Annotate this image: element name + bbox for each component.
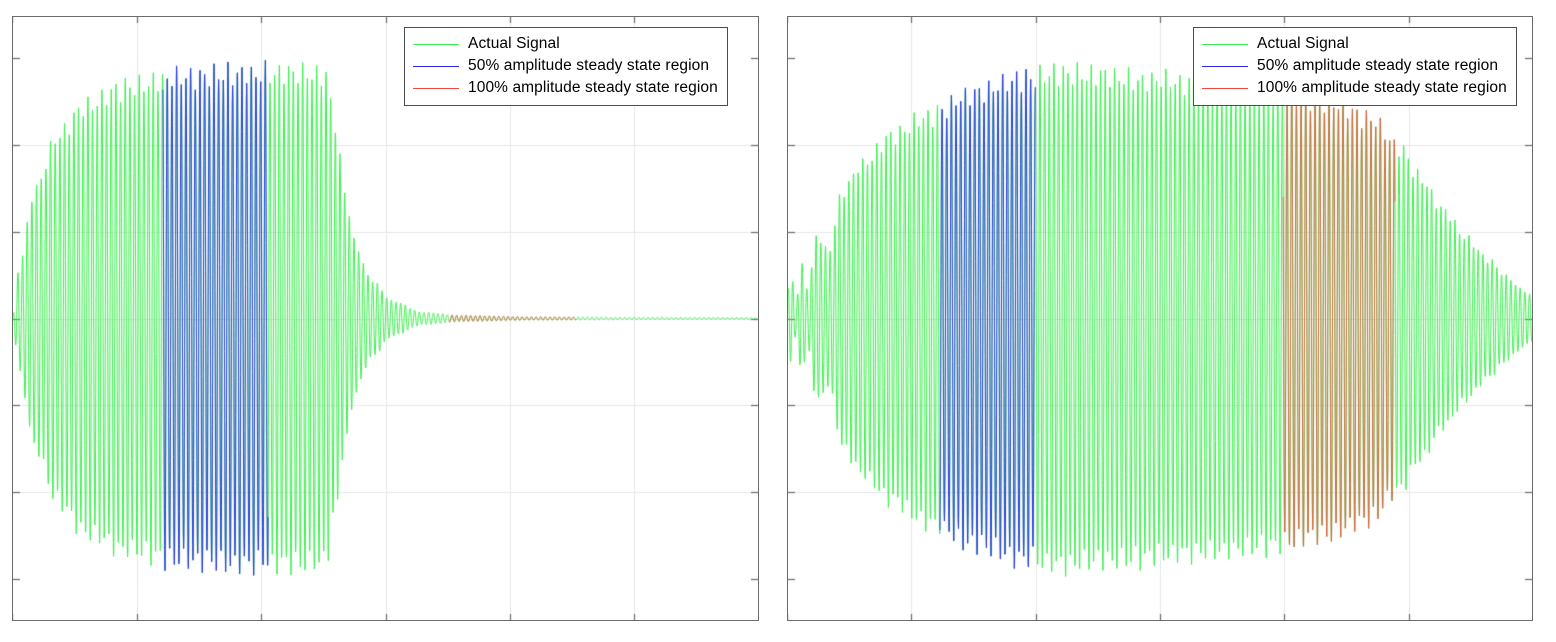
right-plot-panel[interactable] [787,16,1533,621]
left-plot-panel[interactable] [12,16,759,621]
legend-line-steady-state-50 [1202,65,1248,67]
left-plot-legend[interactable]: Actual Signal 50% amplitude steady state… [404,27,728,106]
legend-label-steady-state-100: 100% amplitude steady state region [1257,79,1507,96]
right-plot-legend[interactable]: Actual Signal 50% amplitude steady state… [1193,27,1517,106]
legend-entry-steady-state-50[interactable]: 50% amplitude steady state region [1202,55,1507,77]
legend-line-actual-signal [1202,43,1248,45]
legend-line-steady-state-100 [1202,87,1248,89]
legend-label-actual-signal: Actual Signal [1257,35,1349,52]
legend-entry-steady-state-100[interactable]: 100% amplitude steady state region [1202,77,1507,99]
legend-entry-steady-state-50[interactable]: 50% amplitude steady state region [413,55,718,77]
legend-line-actual-signal [413,43,459,45]
legend-line-steady-state-100 [413,87,459,89]
legend-line-steady-state-50 [413,65,459,67]
left-plot-canvas[interactable] [12,16,759,621]
legend-entry-actual-signal[interactable]: Actual Signal [1202,33,1507,55]
right-plot-canvas[interactable] [787,16,1533,621]
legend-entry-actual-signal[interactable]: Actual Signal [413,33,718,55]
legend-entry-steady-state-100[interactable]: 100% amplitude steady state region [413,77,718,99]
legend-label-steady-state-50: 50% amplitude steady state region [468,57,710,74]
legend-label-actual-signal: Actual Signal [468,35,560,52]
legend-label-steady-state-100: 100% amplitude steady state region [468,79,718,96]
legend-label-steady-state-50: 50% amplitude steady state region [1257,57,1499,74]
